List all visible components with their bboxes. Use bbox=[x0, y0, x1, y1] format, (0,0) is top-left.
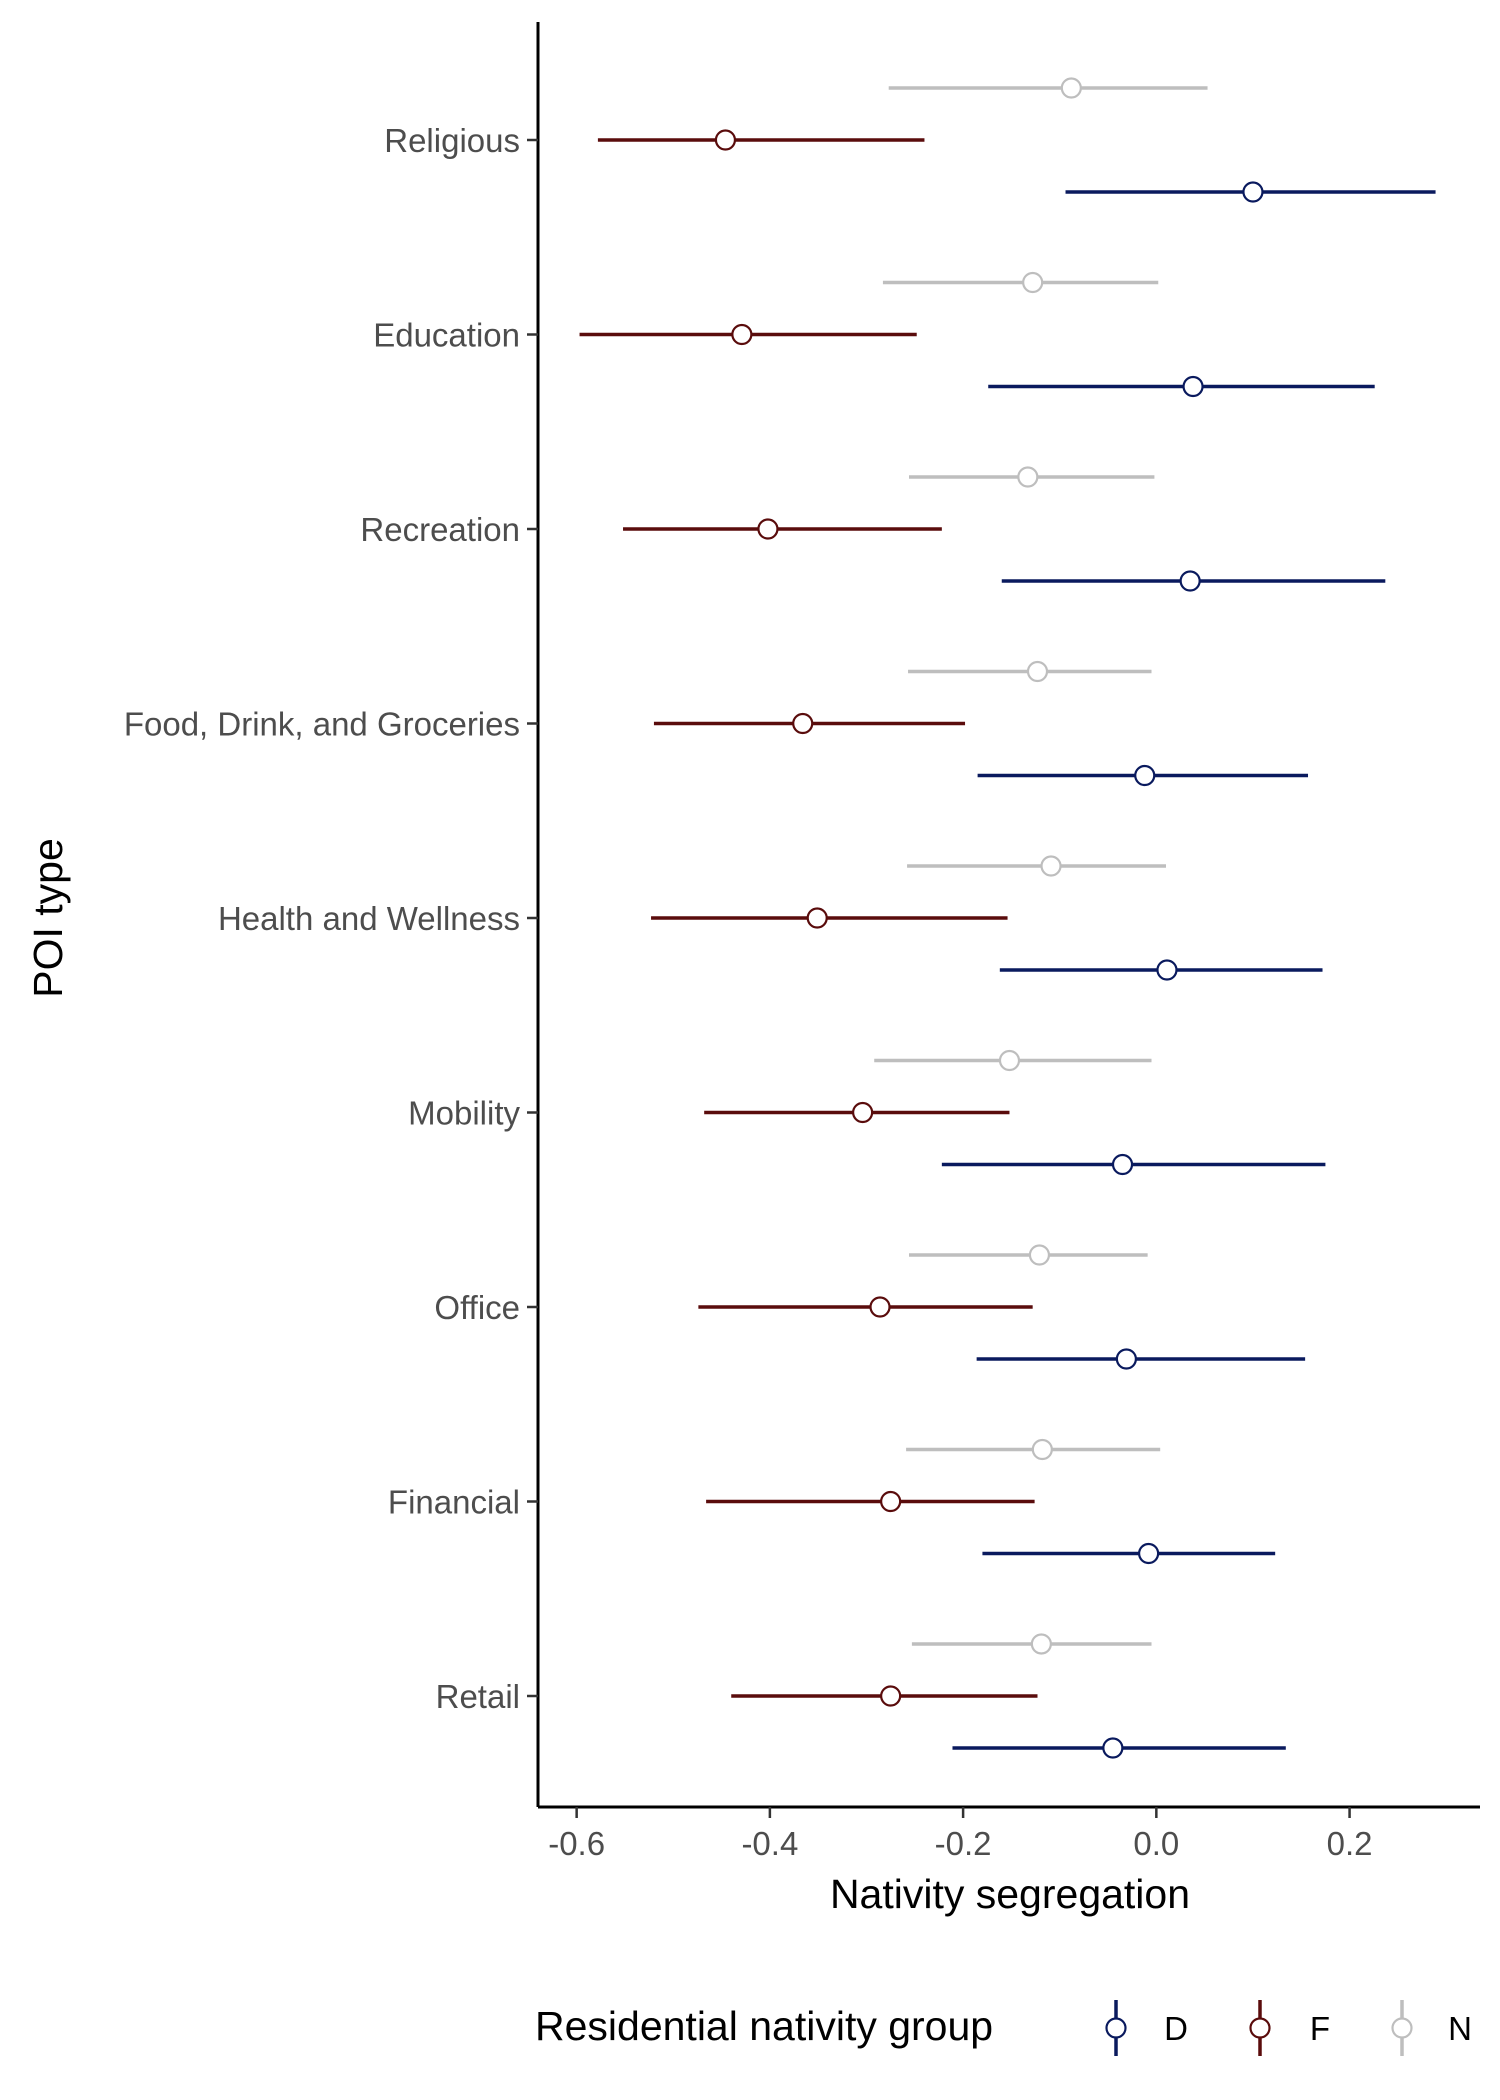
point-N bbox=[1040, 855, 1062, 877]
point-D bbox=[1102, 1737, 1124, 1759]
point-N bbox=[1028, 1244, 1051, 1266]
legend-key-point-D bbox=[1105, 2017, 1127, 2039]
point-F bbox=[852, 1101, 874, 1124]
plot-area bbox=[579, 77, 1436, 1759]
point-F bbox=[869, 1296, 891, 1318]
point-N bbox=[1031, 1438, 1053, 1461]
point-F bbox=[806, 907, 828, 929]
x-axis-title: Nativity segregation bbox=[830, 1871, 1190, 1917]
legend-title: Residential nativity group bbox=[535, 2003, 993, 2049]
legend-key-point-F bbox=[1249, 2017, 1271, 2039]
x-tick-label: 0.0 bbox=[1133, 1825, 1179, 1862]
y-tick-label: Food, Drink, and Groceries bbox=[124, 706, 520, 743]
point-D bbox=[1134, 764, 1156, 787]
point-D bbox=[1242, 181, 1264, 203]
y-tick-label: Financial bbox=[388, 1484, 520, 1521]
legend-label-F: F bbox=[1310, 2010, 1330, 2047]
point-F bbox=[792, 712, 814, 735]
y-tick-label: Recreation bbox=[360, 511, 520, 548]
y-tick-label: Office bbox=[434, 1289, 520, 1326]
y-tick-label: Retail bbox=[436, 1678, 520, 1715]
point-D bbox=[1179, 570, 1201, 592]
point-D bbox=[1182, 375, 1204, 398]
y-axis-title: POI type bbox=[25, 838, 71, 998]
axes: -0.6 -0.4 -0.2 0.0 0.2 Religious Education Recr… bbox=[124, 22, 1480, 1862]
x-tick-label: -0.2 bbox=[935, 1825, 992, 1862]
point-N bbox=[1022, 271, 1044, 294]
point-N bbox=[1026, 660, 1049, 683]
x-tick-label: -0.6 bbox=[548, 1825, 605, 1862]
point-F bbox=[880, 1685, 902, 1707]
point-N bbox=[1030, 1633, 1052, 1655]
point-N bbox=[998, 1049, 1021, 1072]
x-tick-label: 0.2 bbox=[1327, 1825, 1373, 1862]
point-F bbox=[714, 129, 737, 151]
legend-label-N: N bbox=[1448, 2010, 1472, 2047]
legend-key-point-N bbox=[1391, 2017, 1413, 2039]
legend-label-D: D bbox=[1164, 2010, 1188, 2047]
y-tick-label: Mobility bbox=[408, 1095, 520, 1132]
point-D bbox=[1138, 1542, 1160, 1565]
point-D bbox=[1156, 959, 1178, 981]
point-D bbox=[1111, 1153, 1134, 1176]
y-tick-label: Health and Wellness bbox=[218, 900, 520, 937]
point-F bbox=[731, 323, 753, 346]
point-N bbox=[1060, 77, 1082, 99]
y-tick-label: Education bbox=[373, 317, 520, 354]
point-F bbox=[757, 518, 779, 540]
legend: Residential nativity group D F N bbox=[535, 2000, 1472, 2056]
point-D bbox=[1115, 1348, 1137, 1370]
point-F bbox=[880, 1490, 902, 1513]
y-tick-label: Religious bbox=[384, 122, 520, 159]
x-tick-label: -0.4 bbox=[741, 1825, 798, 1862]
point-N bbox=[1017, 466, 1039, 488]
